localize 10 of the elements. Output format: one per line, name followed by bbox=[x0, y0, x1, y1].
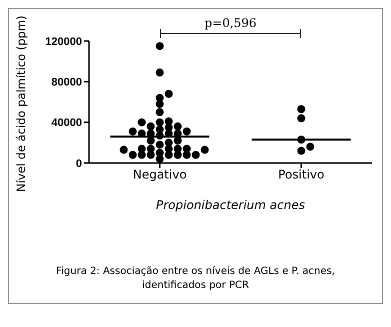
y-tick-label: 0 bbox=[76, 158, 82, 170]
y-axis-title: Nível de ácido palmítico (ppm) bbox=[14, 15, 28, 192]
text: Figura 2: Associação entre os níveis de AGLs e P. acnes, identificados por PCR bbox=[55, 265, 336, 293]
y-tick-label: 120000 bbox=[45, 36, 82, 48]
x-axis-title: Propionibacterium acnes bbox=[156, 198, 305, 212]
x-tick-label: Positivo bbox=[278, 168, 324, 182]
y-tick-label: 80000 bbox=[51, 76, 82, 89]
bracket: p=0,596 bbox=[160, 15, 302, 39]
y-tick-label: 40000 bbox=[51, 117, 82, 130]
x-tick-label: Negativo bbox=[132, 168, 187, 182]
